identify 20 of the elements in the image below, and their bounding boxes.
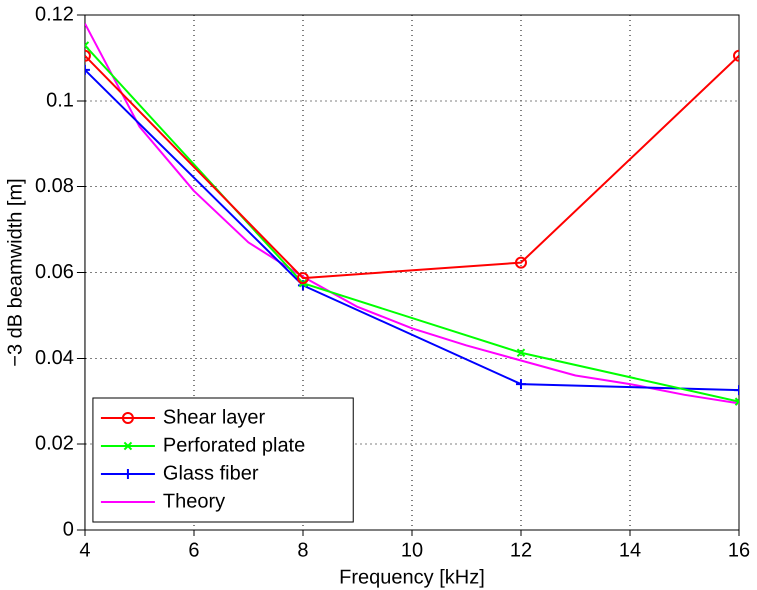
- y-tick-label: 0.02: [34, 432, 74, 455]
- y-tick-label: 0.08: [34, 175, 74, 198]
- x-tick-label: 14: [618, 540, 642, 562]
- x-tick-label: 10: [400, 540, 424, 562]
- y-axis-title: −3 dB beamwidth [m]: [4, 178, 27, 367]
- y-tick-label: 0.12: [34, 4, 74, 26]
- y-tick-label: 0.1: [46, 89, 74, 112]
- x-tick-label: 8: [297, 540, 309, 562]
- legend-label: Perforated plate: [162, 434, 306, 457]
- y-tick-label: 0.04: [34, 346, 74, 369]
- x-axis-title: Frequency [kHz]: [339, 566, 485, 589]
- y-tick-label: 0: [62, 518, 74, 541]
- x-tick-label: 4: [79, 540, 90, 562]
- x-tick-label: 16: [728, 540, 750, 562]
- x-tick-label: 6: [188, 540, 200, 562]
- legend-label: Shear layer: [162, 406, 266, 429]
- y-tick-label: 0.06: [34, 261, 74, 284]
- legend-label: Glass fiber: [162, 462, 259, 485]
- legend-label: Theory: [162, 490, 226, 513]
- x-tick-label: 12: [510, 540, 532, 562]
